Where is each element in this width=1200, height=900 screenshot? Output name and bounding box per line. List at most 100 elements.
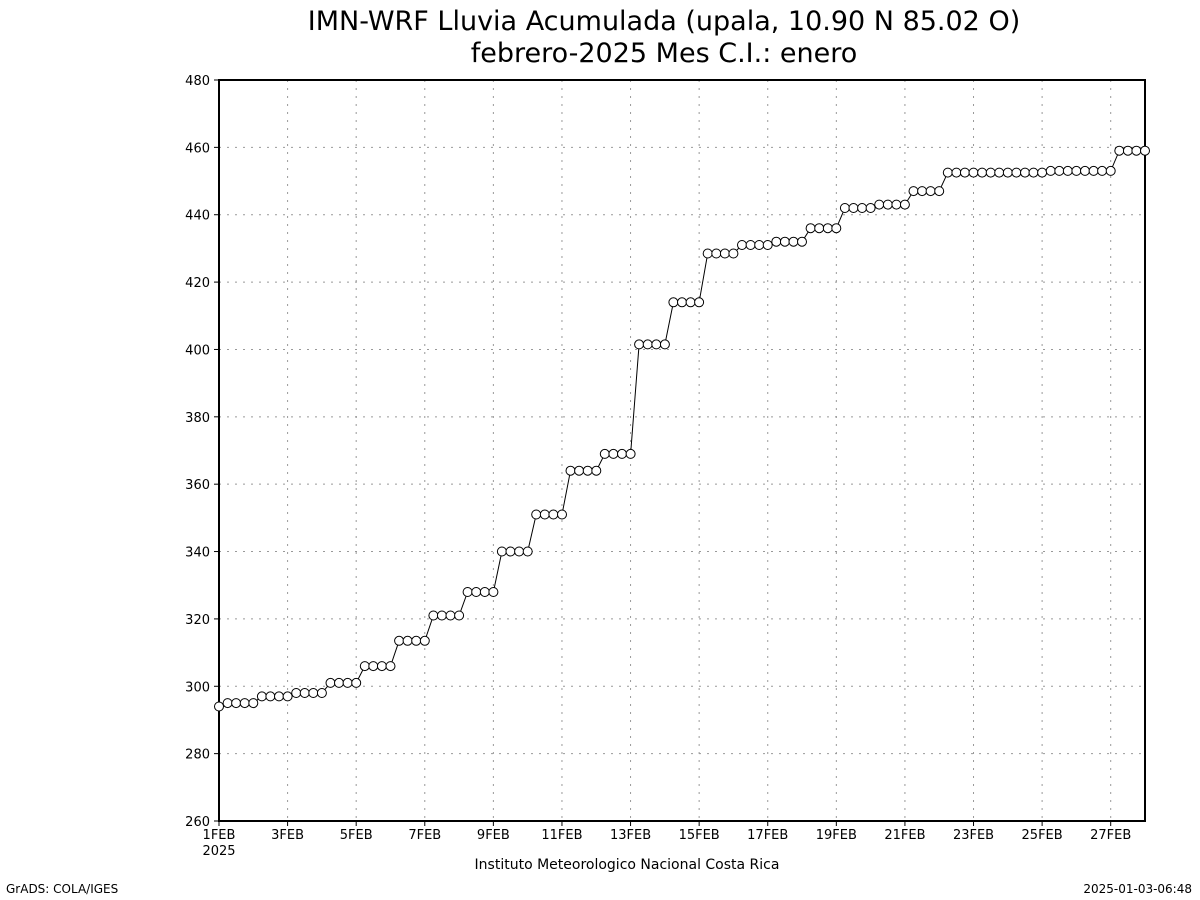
data-point xyxy=(256,691,267,702)
data-point xyxy=(882,199,893,210)
data-point xyxy=(822,223,833,234)
x-tick-label: 21FEB xyxy=(884,828,925,843)
data-point xyxy=(977,167,988,178)
data-point xyxy=(951,167,962,178)
data-point xyxy=(677,297,687,308)
x-tick-label: 1FEB xyxy=(203,828,236,843)
data-point xyxy=(351,677,362,688)
data-point xyxy=(411,635,422,646)
data-point xyxy=(668,297,679,308)
data-point xyxy=(471,587,482,597)
data-point xyxy=(539,509,550,520)
data-point xyxy=(831,223,842,234)
y-tick-label: 480 xyxy=(185,74,210,89)
institution-footer: Instituto Meteorologico Nacional Costa R… xyxy=(475,857,780,873)
data-point xyxy=(1080,165,1090,176)
gridlines xyxy=(219,80,1145,821)
data-point xyxy=(574,465,585,476)
data-point xyxy=(968,167,979,178)
data-point xyxy=(591,465,602,476)
data-point xyxy=(274,691,284,702)
y-tick-label: 260 xyxy=(185,815,210,830)
data-point xyxy=(857,203,868,213)
x-tick-label: 17FEB xyxy=(747,828,788,843)
y-tick-label: 360 xyxy=(185,478,210,493)
data-point xyxy=(985,167,996,178)
x-tick-label: 25FEB xyxy=(1022,828,1063,843)
data-point xyxy=(402,635,413,646)
data-point xyxy=(797,236,807,247)
data-point xyxy=(325,677,336,688)
data-point xyxy=(608,448,619,459)
data-point xyxy=(1020,167,1030,178)
x-tick-label: 15FEB xyxy=(679,828,720,843)
data-point xyxy=(239,698,250,709)
data-point xyxy=(694,297,705,308)
series-line xyxy=(218,150,1145,707)
data-point xyxy=(394,635,405,646)
data-point xyxy=(291,688,302,698)
axes xyxy=(214,79,1146,826)
chart-title: IMN-WRF Lluvia Acumulada (upala, 10.90 N… xyxy=(308,6,1020,37)
data-point xyxy=(925,186,936,197)
data-point xyxy=(942,167,953,178)
data-point xyxy=(728,248,739,259)
data-point xyxy=(565,465,576,476)
data-point xyxy=(214,701,224,712)
data-point xyxy=(496,546,507,557)
data-point xyxy=(805,223,816,234)
chart-subtitle: febrero-2025 Mes C.I.: enero xyxy=(471,38,858,69)
x-tick-label: 7FEB xyxy=(408,828,441,843)
data-point xyxy=(899,199,910,210)
data-point xyxy=(1122,145,1133,156)
y-tick-label: 380 xyxy=(185,411,210,426)
x-tick-label: 11FEB xyxy=(541,828,582,843)
data-point xyxy=(779,236,790,247)
grads-credit: GrADS: COLA/IGES xyxy=(6,882,119,896)
data-point xyxy=(848,203,859,213)
data-point xyxy=(248,698,259,709)
data-point xyxy=(994,167,1005,178)
data-point xyxy=(659,339,670,350)
data-point xyxy=(959,167,970,178)
data-point xyxy=(1062,165,1073,176)
data-point xyxy=(222,698,233,709)
y-tick-label: 300 xyxy=(185,680,210,695)
data-point xyxy=(265,691,276,702)
data-point xyxy=(934,186,945,197)
data-point xyxy=(308,688,319,698)
render-timestamp: 2025-01-03-06:48 xyxy=(1083,882,1192,896)
data-point xyxy=(651,339,662,350)
data-point xyxy=(368,661,379,672)
data-point xyxy=(719,248,730,259)
data-point xyxy=(1097,165,1108,176)
y-tick-label: 400 xyxy=(185,343,210,358)
data-point xyxy=(1011,167,1022,178)
data-point xyxy=(359,661,370,672)
data-point xyxy=(282,691,293,702)
data-point xyxy=(488,587,499,597)
data-point xyxy=(625,448,636,459)
data-point xyxy=(436,610,447,621)
data-point xyxy=(1114,145,1125,156)
data-point xyxy=(1105,165,1116,176)
data-point xyxy=(874,199,885,210)
data-markers xyxy=(214,145,1150,712)
data-point xyxy=(428,610,439,621)
data-point xyxy=(445,610,456,621)
x-tick-label: 27FEB xyxy=(1090,828,1131,843)
x-tick-label: 9FEB xyxy=(477,828,510,843)
x-tick-label: 19FEB xyxy=(816,828,857,843)
data-point xyxy=(376,661,387,672)
data-point xyxy=(1002,167,1013,178)
data-point xyxy=(762,240,773,250)
data-point xyxy=(505,546,516,557)
data-point xyxy=(711,248,722,259)
data-point xyxy=(1054,165,1065,176)
data-point xyxy=(316,688,327,698)
data-point xyxy=(462,587,473,597)
data-point xyxy=(917,186,928,197)
data-point xyxy=(548,509,559,520)
data-point xyxy=(334,677,344,688)
